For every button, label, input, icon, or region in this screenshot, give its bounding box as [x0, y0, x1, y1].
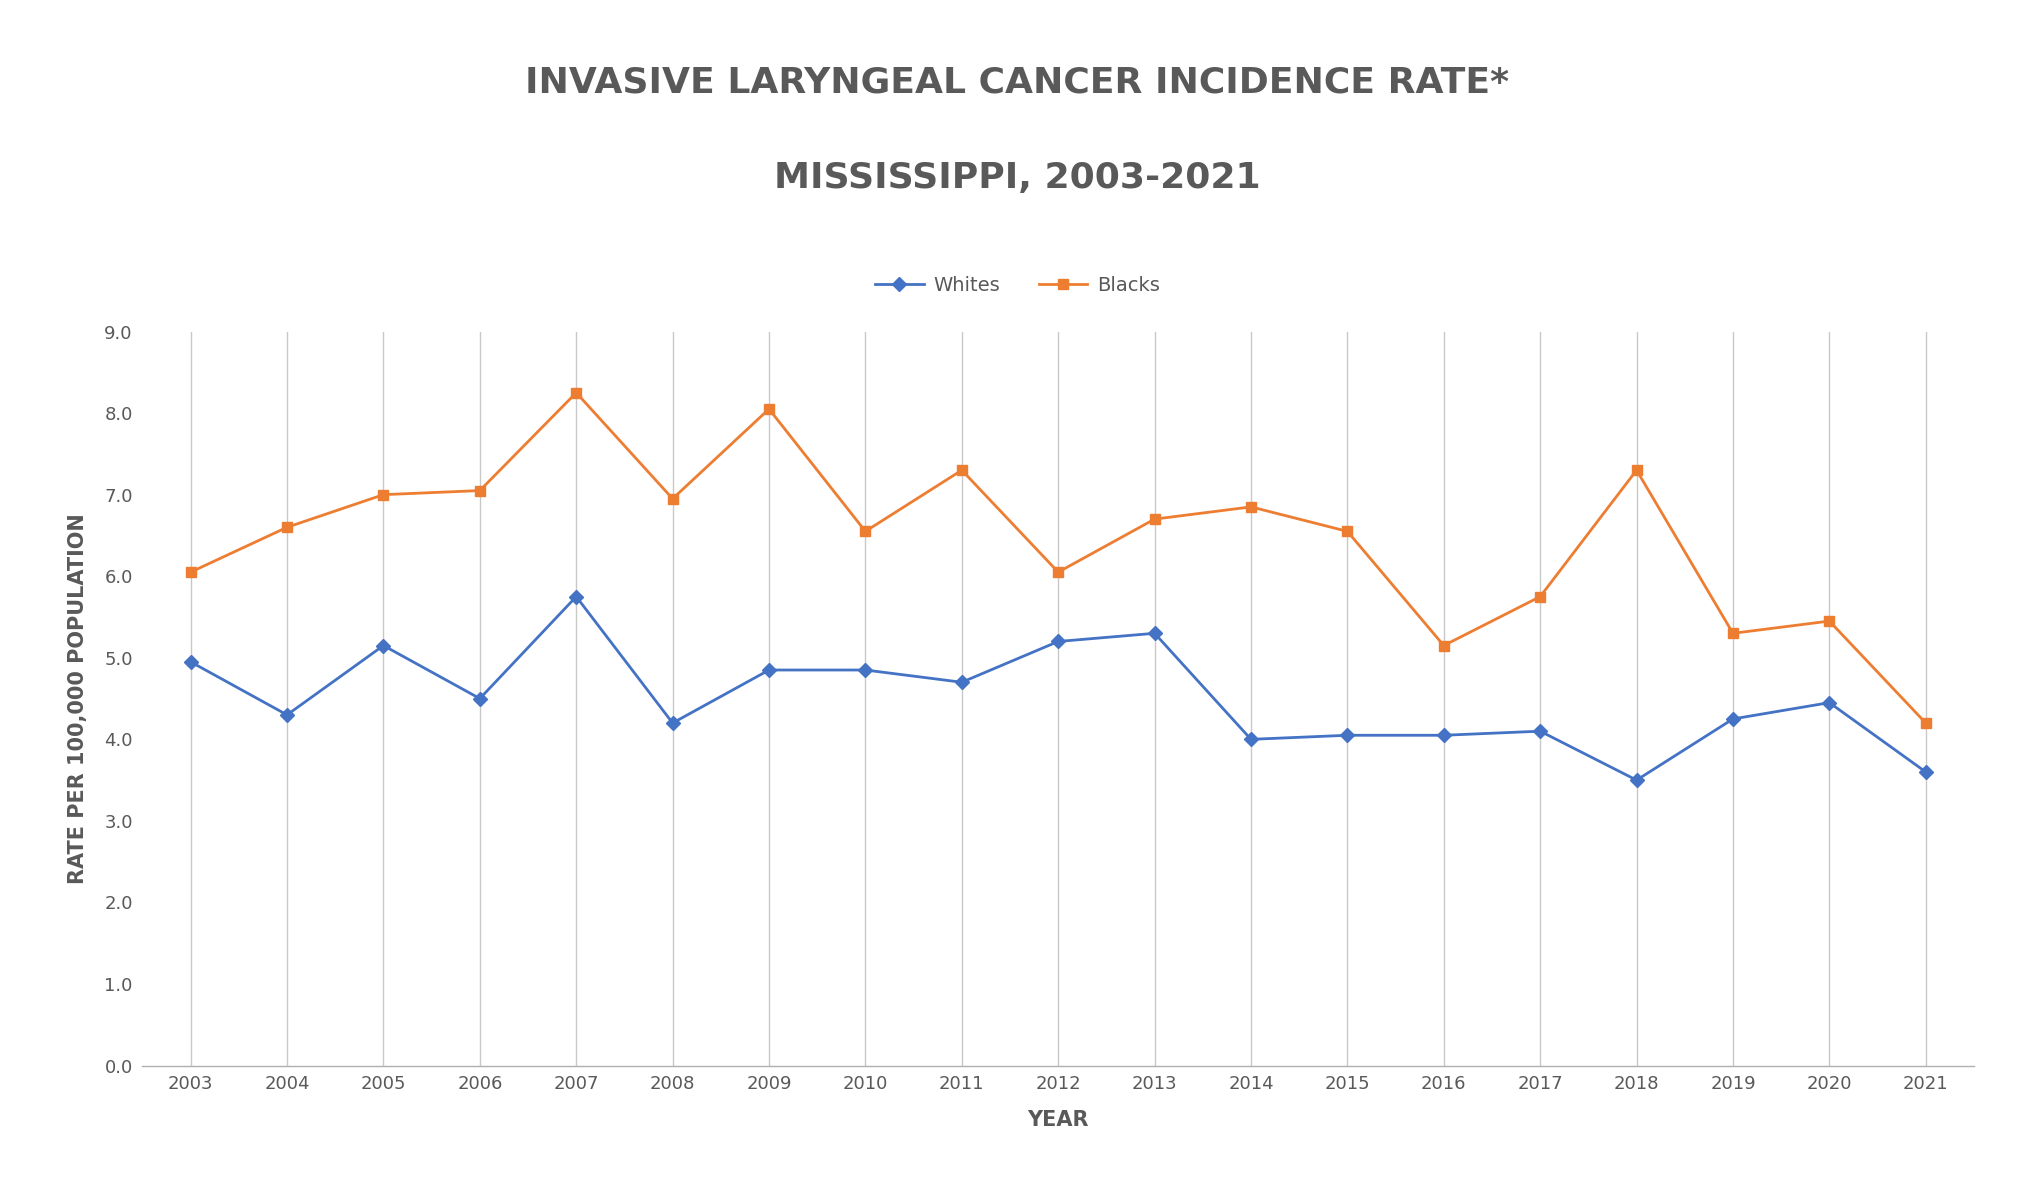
- Whites: [1239, 732, 1264, 746]
- Whites: [1431, 728, 1455, 742]
- Blacks: [757, 401, 781, 416]
- Blacks: [1817, 614, 1842, 629]
- Blacks: [853, 525, 877, 539]
- Whites: [757, 663, 781, 677]
- Blacks: [950, 463, 975, 477]
- Whites: [1722, 712, 1746, 726]
- Whites: [468, 691, 492, 706]
- Whites: [950, 675, 975, 689]
- Whites: [370, 638, 395, 652]
- Blacks: [1142, 511, 1166, 526]
- Blacks: [1624, 463, 1648, 477]
- Whites: [564, 590, 588, 604]
- Whites: [661, 716, 686, 731]
- Blacks: [1046, 565, 1070, 579]
- Whites: [1142, 626, 1166, 641]
- Whites: [275, 708, 299, 722]
- Text: INVASIVE LARYNGEAL CANCER INCIDENCE RATE*: INVASIVE LARYNGEAL CANCER INCIDENCE RATE…: [525, 66, 1510, 99]
- Whites: [1528, 725, 1553, 739]
- Whites: [1913, 765, 1937, 779]
- Blacks: [275, 520, 299, 534]
- Blacks: [179, 565, 204, 579]
- Blacks: [1335, 525, 1359, 539]
- Whites: [179, 655, 204, 669]
- Blacks: [564, 386, 588, 400]
- Y-axis label: RATE PER 100,000 POPULATION: RATE PER 100,000 POPULATION: [67, 513, 88, 884]
- Blacks: [661, 491, 686, 506]
- Blacks: [1528, 590, 1553, 604]
- Blacks: [468, 483, 492, 497]
- Line: Whites: Whites: [185, 592, 1931, 785]
- X-axis label: YEAR: YEAR: [1028, 1109, 1089, 1130]
- Whites: [1624, 773, 1648, 787]
- Line: Blacks: Blacks: [185, 388, 1931, 728]
- Legend: Whites, Blacks: Whites, Blacks: [875, 276, 1160, 295]
- Text: MISSISSIPPI, 2003-2021: MISSISSIPPI, 2003-2021: [773, 161, 1262, 194]
- Whites: [853, 663, 877, 677]
- Whites: [1817, 695, 1842, 709]
- Blacks: [1239, 500, 1264, 514]
- Blacks: [1431, 638, 1455, 652]
- Whites: [1046, 635, 1070, 649]
- Whites: [1335, 728, 1359, 742]
- Blacks: [370, 488, 395, 502]
- Blacks: [1913, 716, 1937, 731]
- Blacks: [1722, 626, 1746, 641]
